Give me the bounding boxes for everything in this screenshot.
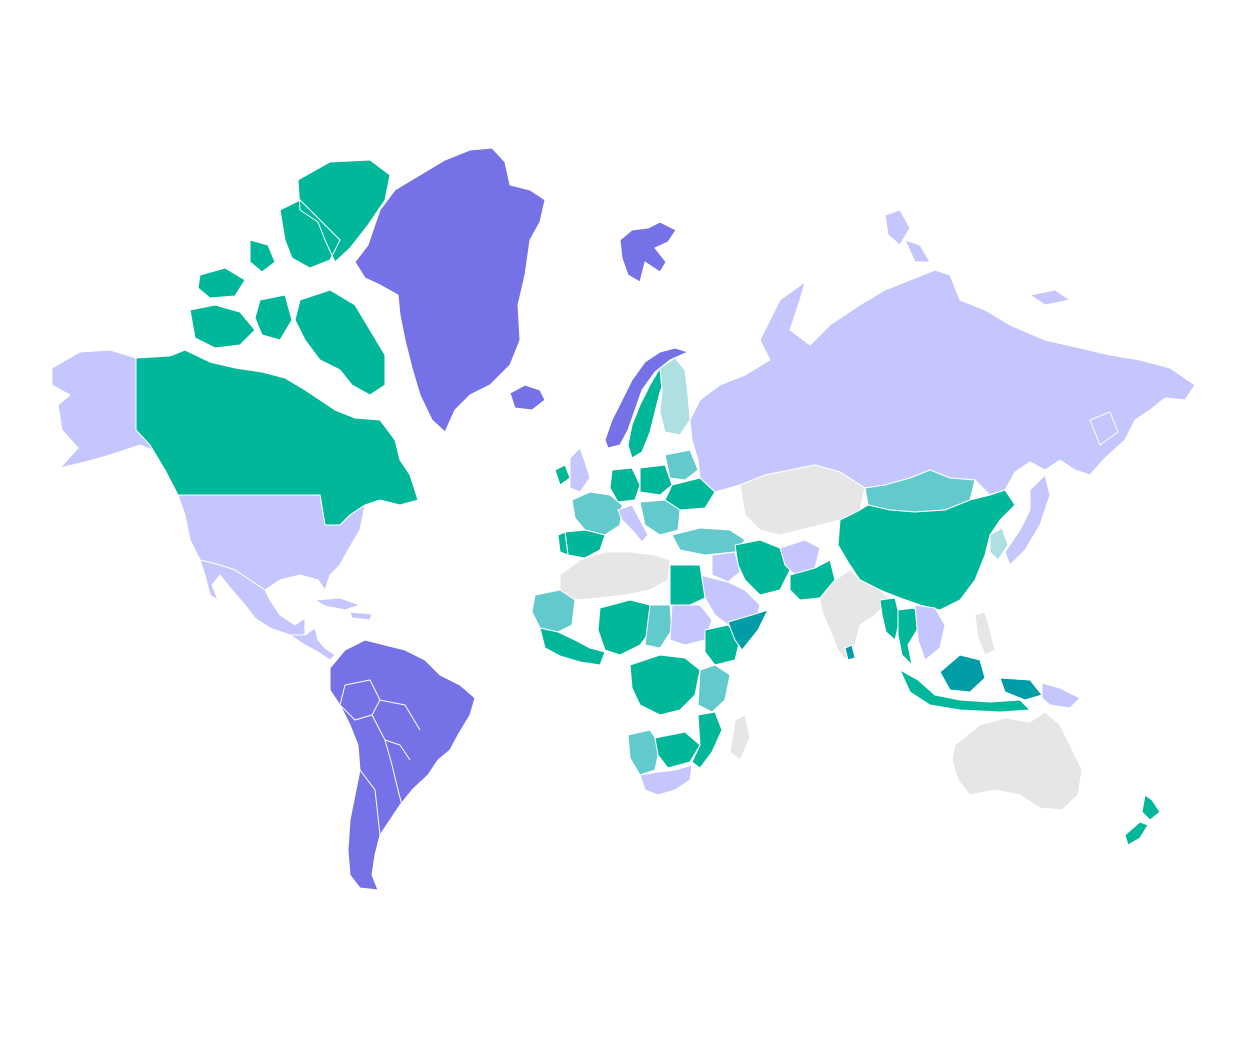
borneo[interactable] [939,654,1043,701]
myanmar[interactable] [879,597,901,641]
france[interactable] [571,491,623,536]
ireland[interactable] [554,464,571,486]
norway[interactable] [604,347,689,449]
belarus[interactable] [664,449,699,481]
turkey[interactable] [671,527,746,556]
new-zealand[interactable] [1124,794,1161,846]
thailand[interactable] [897,607,919,666]
south-america[interactable] [329,639,476,891]
malaysia-indonesia[interactable] [899,669,1031,713]
chad[interactable] [644,604,673,649]
finland[interactable] [659,357,691,436]
alaska[interactable] [51,349,166,469]
united-kingdom[interactable] [569,447,591,493]
portugal[interactable] [557,531,569,556]
somalia[interactable] [727,609,769,651]
iraq[interactable] [711,551,741,583]
west-africa-coast[interactable] [539,627,606,666]
zambia-zimbabwe[interactable] [654,731,701,769]
sri-lanka[interactable] [844,644,856,661]
angola[interactable] [627,729,661,776]
caribbean[interactable] [314,597,373,621]
north-africa[interactable] [559,551,671,601]
iran[interactable] [734,539,791,596]
mozambique[interactable] [691,711,723,769]
iceland[interactable] [509,384,546,411]
korea[interactable] [989,527,1009,561]
ethiopia[interactable] [704,624,741,666]
greenland[interactable] [354,147,546,433]
svalbard[interactable] [619,221,677,283]
australia[interactable] [951,711,1083,811]
south-africa[interactable] [639,764,693,796]
japan[interactable] [1004,411,1119,566]
italy[interactable] [617,504,649,543]
indochina[interactable] [914,604,946,661]
poland[interactable] [639,464,673,496]
madagascar[interactable] [729,714,751,761]
russia[interactable] [884,209,1071,306]
philippines[interactable] [974,611,996,656]
balkans[interactable] [639,499,681,536]
germany[interactable] [609,467,641,503]
egypt[interactable] [669,564,706,606]
papua-new-guinea[interactable] [1041,682,1081,709]
east-africa[interactable] [697,664,731,713]
canada-arctic-islands[interactable] [189,159,391,396]
niger-nigeria[interactable] [597,599,656,656]
central-america[interactable] [289,627,336,661]
india[interactable] [819,569,891,661]
central-africa[interactable] [629,654,701,716]
mauritania-west-africa[interactable] [531,589,576,633]
russia[interactable] [689,269,1196,496]
